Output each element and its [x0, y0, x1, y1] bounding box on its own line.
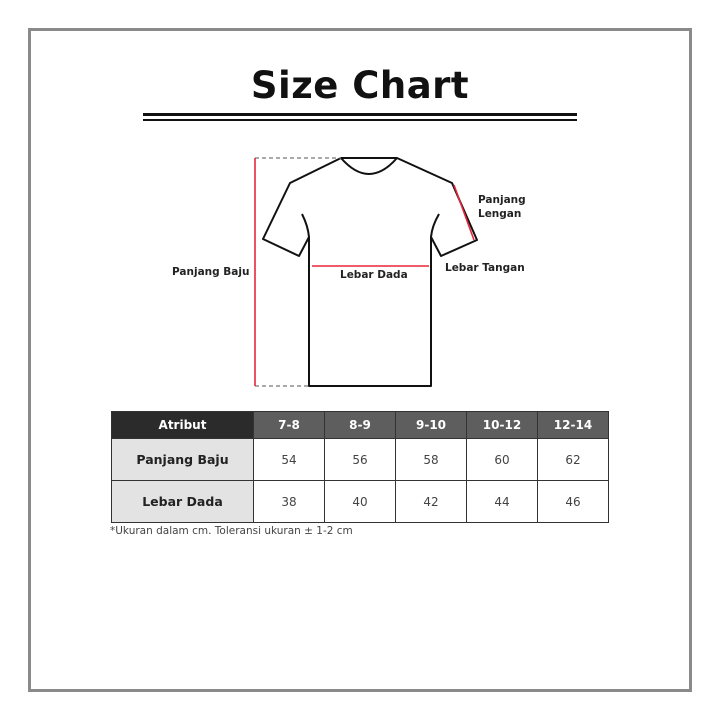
page-frame — [28, 28, 692, 692]
label-panjang-lengan-2: Lengan — [478, 208, 522, 220]
table-cell: 38 — [253, 480, 325, 523]
row-header: Lebar Dada — [111, 480, 254, 523]
header-cell: 9-10 — [395, 411, 467, 439]
table-header-row: Atribut 7-8 8-9 9-10 10-12 12-14 — [111, 411, 609, 439]
header-cell: 12-14 — [537, 411, 609, 439]
size-note: *Ukuran dalam cm. Toleransi ukuran ± 1-2… — [110, 525, 353, 537]
table-row: Panjang Baju 54 56 58 60 62 — [111, 438, 609, 481]
table-row: Lebar Dada 38 40 42 44 46 — [111, 480, 609, 523]
page-title: Size Chart — [250, 64, 470, 107]
tshirt-outline — [262, 157, 478, 387]
title-divider-thin — [143, 119, 577, 121]
table-cell: 40 — [324, 480, 396, 523]
table-cell: 46 — [537, 480, 609, 523]
tshirt-left-underarm — [301, 213, 310, 238]
label-panjang-baju: Panjang Baju — [172, 266, 250, 278]
label-lebar-dada: Lebar Dada — [340, 269, 408, 281]
table-cell: 58 — [395, 438, 467, 481]
size-table: Atribut 7-8 8-9 9-10 10-12 12-14 Panjang… — [111, 411, 609, 523]
table-cell: 42 — [395, 480, 467, 523]
label-panjang-lengan-1: Panjang — [478, 194, 526, 206]
header-cell: 7-8 — [253, 411, 325, 439]
title-divider — [143, 113, 577, 116]
table-cell: 62 — [537, 438, 609, 481]
panjang-lengan-line — [453, 184, 475, 241]
header-cell: 10-12 — [466, 411, 538, 439]
header-cell: 8-9 — [324, 411, 396, 439]
table-cell: 44 — [466, 480, 538, 523]
table-cell: 56 — [324, 438, 396, 481]
tshirt-right-underarm — [430, 213, 440, 238]
label-lebar-tangan: Lebar Tangan — [445, 262, 525, 274]
table-cell: 54 — [253, 438, 325, 481]
tshirt-collar — [340, 157, 398, 175]
row-header: Panjang Baju — [111, 438, 254, 481]
header-cell: Atribut — [111, 411, 254, 439]
table-cell: 60 — [466, 438, 538, 481]
